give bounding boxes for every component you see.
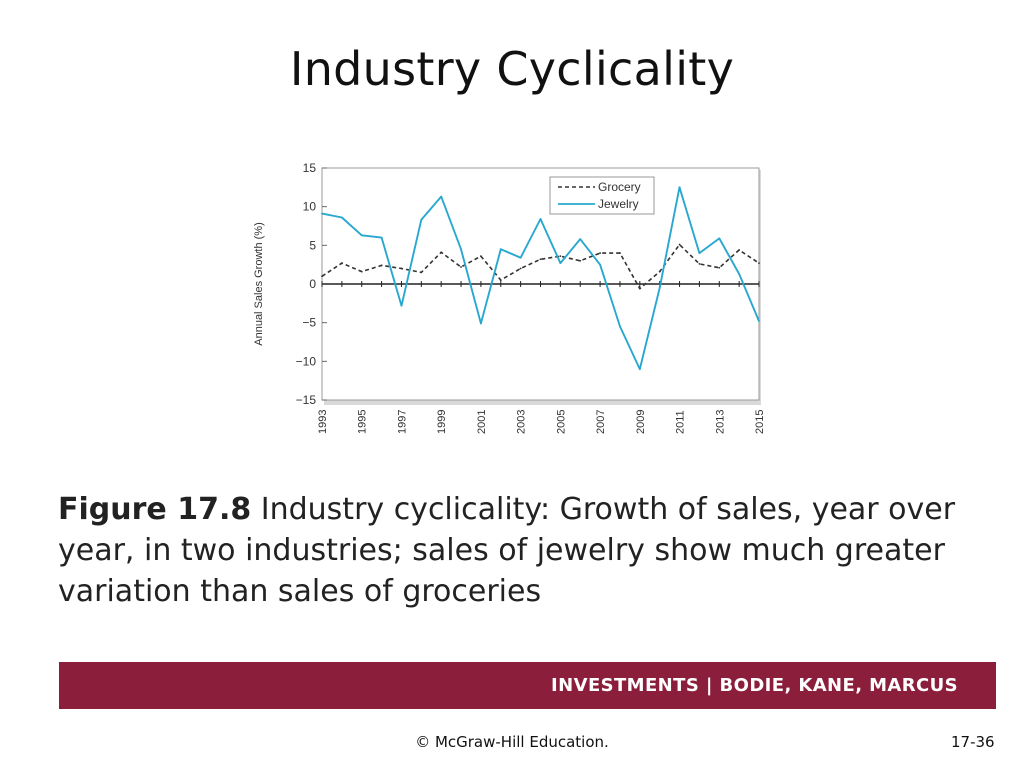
x-tick-label: 2007 <box>595 410 607 434</box>
series-line-grocery <box>321 243 760 290</box>
x-axis-ticks: 1993 1995 1997 1999 2001 2003 2005 2007 2009 2011… <box>317 281 766 434</box>
x-tick-label: 1995 <box>357 410 369 434</box>
data-point-jewelry <box>638 368 641 370</box>
data-point-grocery <box>619 252 621 254</box>
data-point-jewelry <box>360 234 363 237</box>
data-point-jewelry <box>599 263 601 266</box>
y-tick-label: −5 <box>302 316 316 330</box>
legend: Grocery Jewelry <box>549 176 655 215</box>
figure-number: Figure 17.8 <box>58 492 252 527</box>
data-point-grocery <box>698 262 701 265</box>
figure-caption-text: Industry cyclicality: Growth of sales, y… <box>58 492 956 609</box>
data-point-grocery <box>758 262 760 265</box>
data-point-grocery <box>400 267 403 270</box>
data-point-jewelry <box>340 216 343 219</box>
data-point-grocery <box>480 255 482 258</box>
data-point-grocery <box>519 267 522 270</box>
y-tick-label: −15 <box>296 393 317 407</box>
data-point-grocery <box>678 243 681 246</box>
x-tick-label: 1999 <box>436 410 448 434</box>
data-point-jewelry <box>460 248 462 251</box>
legend-box <box>549 176 655 215</box>
data-point-grocery <box>738 249 741 251</box>
x-tick-label: 2009 <box>635 410 647 434</box>
data-point-grocery <box>460 266 462 268</box>
series-layer <box>321 186 760 371</box>
data-point-jewelry <box>579 238 582 241</box>
data-point-grocery <box>638 287 641 290</box>
x-tick-label: 1993 <box>317 410 329 434</box>
data-point-jewelry <box>658 286 661 289</box>
y-axis-ticks: 15 10 5 0 −5 −10 −15 <box>296 161 327 407</box>
data-point-grocery <box>599 252 601 254</box>
slide-title: Industry Cyclicality <box>289 42 735 96</box>
x-tick-label: 2011 <box>675 410 687 434</box>
copyright-notice: © McGraw-Hill Education. <box>415 733 609 751</box>
x-tick-label: 2003 <box>516 410 528 434</box>
data-point-grocery <box>420 271 423 274</box>
data-point-grocery <box>340 262 343 265</box>
data-point-jewelry <box>539 218 542 220</box>
data-point-grocery <box>658 270 661 273</box>
data-point-jewelry <box>738 273 741 275</box>
data-point-jewelry <box>678 186 681 189</box>
legend-label-jewelry: Jewelry <box>598 197 639 211</box>
data-point-jewelry <box>480 322 482 325</box>
y-tick-label: 5 <box>309 238 316 252</box>
data-point-grocery <box>321 275 323 278</box>
legend-label-grocery: Grocery <box>598 180 641 194</box>
data-point-jewelry <box>698 252 701 254</box>
data-point-jewelry <box>400 304 403 307</box>
x-tick-label: 1997 <box>396 410 408 434</box>
data-point-grocery <box>539 258 542 261</box>
x-tick-label: 2005 <box>555 410 567 434</box>
data-point-grocery <box>360 270 363 273</box>
data-point-jewelry <box>499 248 502 251</box>
data-point-jewelry <box>420 218 423 221</box>
footer-band: INVESTMENTS | BODIE, KANE, MARCUS <box>59 662 996 709</box>
data-point-grocery <box>559 255 562 258</box>
data-point-jewelry <box>559 262 562 265</box>
data-point-grocery <box>499 279 502 282</box>
data-point-grocery <box>718 266 721 269</box>
data-point-grocery <box>440 251 443 254</box>
y-tick-label: 10 <box>303 200 317 214</box>
data-point-jewelry <box>440 195 443 198</box>
x-tick-label: 2013 <box>714 410 726 434</box>
page-number: 17-36 <box>951 733 995 751</box>
data-point-jewelry <box>718 237 721 240</box>
data-point-grocery <box>579 259 582 262</box>
data-point-grocery <box>380 264 383 267</box>
data-point-jewelry <box>619 325 621 328</box>
data-point-jewelry <box>519 256 522 259</box>
data-point-jewelry <box>380 236 383 239</box>
figure-caption: Figure 17.8 Industry cyclicality: Growth… <box>58 489 998 612</box>
x-tick-label: 2001 <box>476 410 488 434</box>
y-axis-label: Annual Sales Growth (%) <box>253 222 265 346</box>
data-point-jewelry <box>758 320 760 323</box>
data-point-jewelry <box>321 212 323 215</box>
sales-growth-chart: 15 10 5 0 −5 −10 −15 1993 1995 1997 1999 2001 2003 2… <box>253 161 766 434</box>
footer-brand: INVESTMENTS | BODIE, KANE, MARCUS <box>551 675 958 696</box>
x-tick-label: 2015 <box>754 410 766 434</box>
y-tick-label: 15 <box>303 161 317 175</box>
y-tick-label: 0 <box>309 277 316 291</box>
y-tick-label: −10 <box>296 354 317 368</box>
